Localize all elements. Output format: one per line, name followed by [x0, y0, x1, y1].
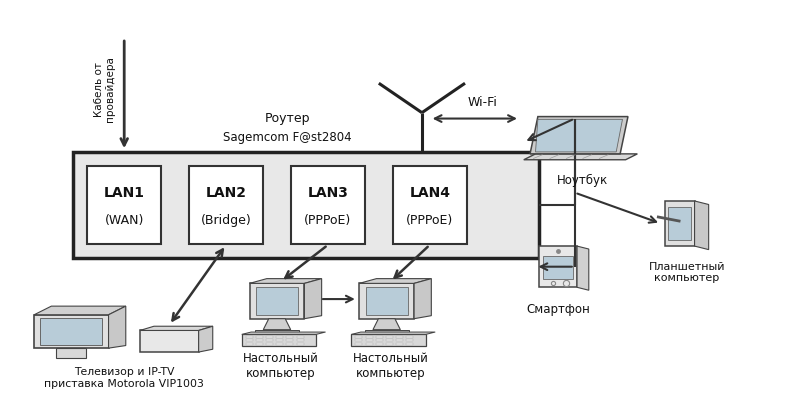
- Polygon shape: [577, 246, 589, 290]
- Polygon shape: [373, 319, 400, 330]
- Polygon shape: [351, 332, 436, 334]
- Polygon shape: [694, 201, 709, 250]
- Bar: [189, 166, 264, 244]
- Polygon shape: [264, 319, 290, 330]
- Bar: [393, 166, 467, 244]
- Bar: [406, 343, 413, 345]
- Text: (PPPoE): (PPPoE): [406, 214, 454, 227]
- Polygon shape: [249, 279, 322, 283]
- Bar: [276, 343, 283, 345]
- Bar: [396, 343, 403, 345]
- Bar: [386, 339, 393, 341]
- Polygon shape: [351, 334, 426, 346]
- Text: (WAN): (WAN): [104, 214, 144, 227]
- Bar: [376, 336, 383, 338]
- Bar: [365, 339, 372, 341]
- Polygon shape: [359, 283, 414, 319]
- Text: (Bridge): (Bridge): [200, 214, 252, 227]
- Bar: [286, 339, 294, 341]
- Polygon shape: [540, 246, 577, 287]
- Bar: [544, 256, 573, 279]
- Polygon shape: [109, 306, 125, 348]
- Bar: [396, 339, 403, 341]
- Bar: [355, 343, 362, 345]
- Polygon shape: [414, 279, 432, 319]
- Bar: [406, 339, 413, 341]
- Text: Sagemcom F@st2804: Sagemcom F@st2804: [223, 131, 352, 144]
- Bar: [256, 287, 298, 315]
- Bar: [376, 339, 383, 341]
- Bar: [290, 166, 365, 244]
- Polygon shape: [249, 283, 305, 319]
- Polygon shape: [536, 119, 623, 152]
- Text: Кабель от
провайдера: Кабель от провайдера: [94, 56, 115, 122]
- Text: (PPPoE): (PPPoE): [305, 214, 352, 227]
- Bar: [286, 336, 294, 338]
- Bar: [266, 343, 273, 345]
- Text: Wi-Fi: Wi-Fi: [468, 96, 498, 109]
- Bar: [73, 152, 540, 258]
- Bar: [256, 343, 263, 345]
- Polygon shape: [140, 326, 213, 330]
- Polygon shape: [241, 334, 316, 346]
- Polygon shape: [57, 348, 86, 358]
- Bar: [276, 336, 283, 338]
- Bar: [386, 336, 393, 338]
- Polygon shape: [34, 306, 125, 315]
- Bar: [297, 336, 304, 338]
- Bar: [396, 336, 403, 338]
- Text: Ноутбук: Ноутбук: [557, 174, 608, 187]
- Polygon shape: [199, 326, 213, 352]
- Bar: [406, 336, 413, 338]
- Bar: [355, 336, 362, 338]
- Text: Настольный
компьютер: Настольный компьютер: [243, 352, 319, 380]
- Bar: [365, 336, 372, 338]
- Bar: [245, 336, 252, 338]
- Text: Настольный
компьютер: Настольный компьютер: [353, 352, 428, 380]
- Bar: [376, 343, 383, 345]
- Bar: [266, 339, 273, 341]
- Text: LAN4: LAN4: [409, 186, 451, 200]
- Bar: [266, 336, 273, 338]
- Bar: [256, 336, 263, 338]
- Polygon shape: [524, 154, 638, 160]
- Text: Роутер: Роутер: [265, 112, 310, 125]
- Polygon shape: [140, 330, 199, 352]
- Bar: [256, 339, 263, 341]
- Text: Телевизор и IP-TV
приставка Motorola VIP1003: Телевизор и IP-TV приставка Motorola VIP…: [44, 367, 204, 388]
- Bar: [297, 339, 304, 341]
- Polygon shape: [34, 315, 109, 348]
- Bar: [276, 339, 283, 341]
- Bar: [87, 166, 162, 244]
- Polygon shape: [665, 201, 694, 246]
- Bar: [365, 343, 372, 345]
- Text: LAN3: LAN3: [308, 186, 349, 200]
- Text: Смартфон: Смартфон: [526, 303, 590, 316]
- Polygon shape: [241, 332, 326, 334]
- Bar: [297, 343, 304, 345]
- Bar: [286, 343, 294, 345]
- Polygon shape: [255, 330, 299, 333]
- Text: Планшетный
компьютер: Планшетный компьютер: [649, 262, 725, 283]
- Bar: [245, 339, 252, 341]
- Text: LAN1: LAN1: [103, 186, 144, 200]
- Polygon shape: [305, 279, 322, 319]
- Polygon shape: [359, 279, 432, 283]
- Bar: [365, 287, 408, 315]
- Bar: [355, 339, 362, 341]
- Bar: [40, 318, 103, 345]
- Text: LAN2: LAN2: [206, 186, 246, 200]
- Bar: [386, 343, 393, 345]
- Bar: [668, 207, 691, 240]
- Bar: [245, 343, 252, 345]
- Polygon shape: [365, 330, 409, 333]
- Polygon shape: [530, 117, 628, 154]
